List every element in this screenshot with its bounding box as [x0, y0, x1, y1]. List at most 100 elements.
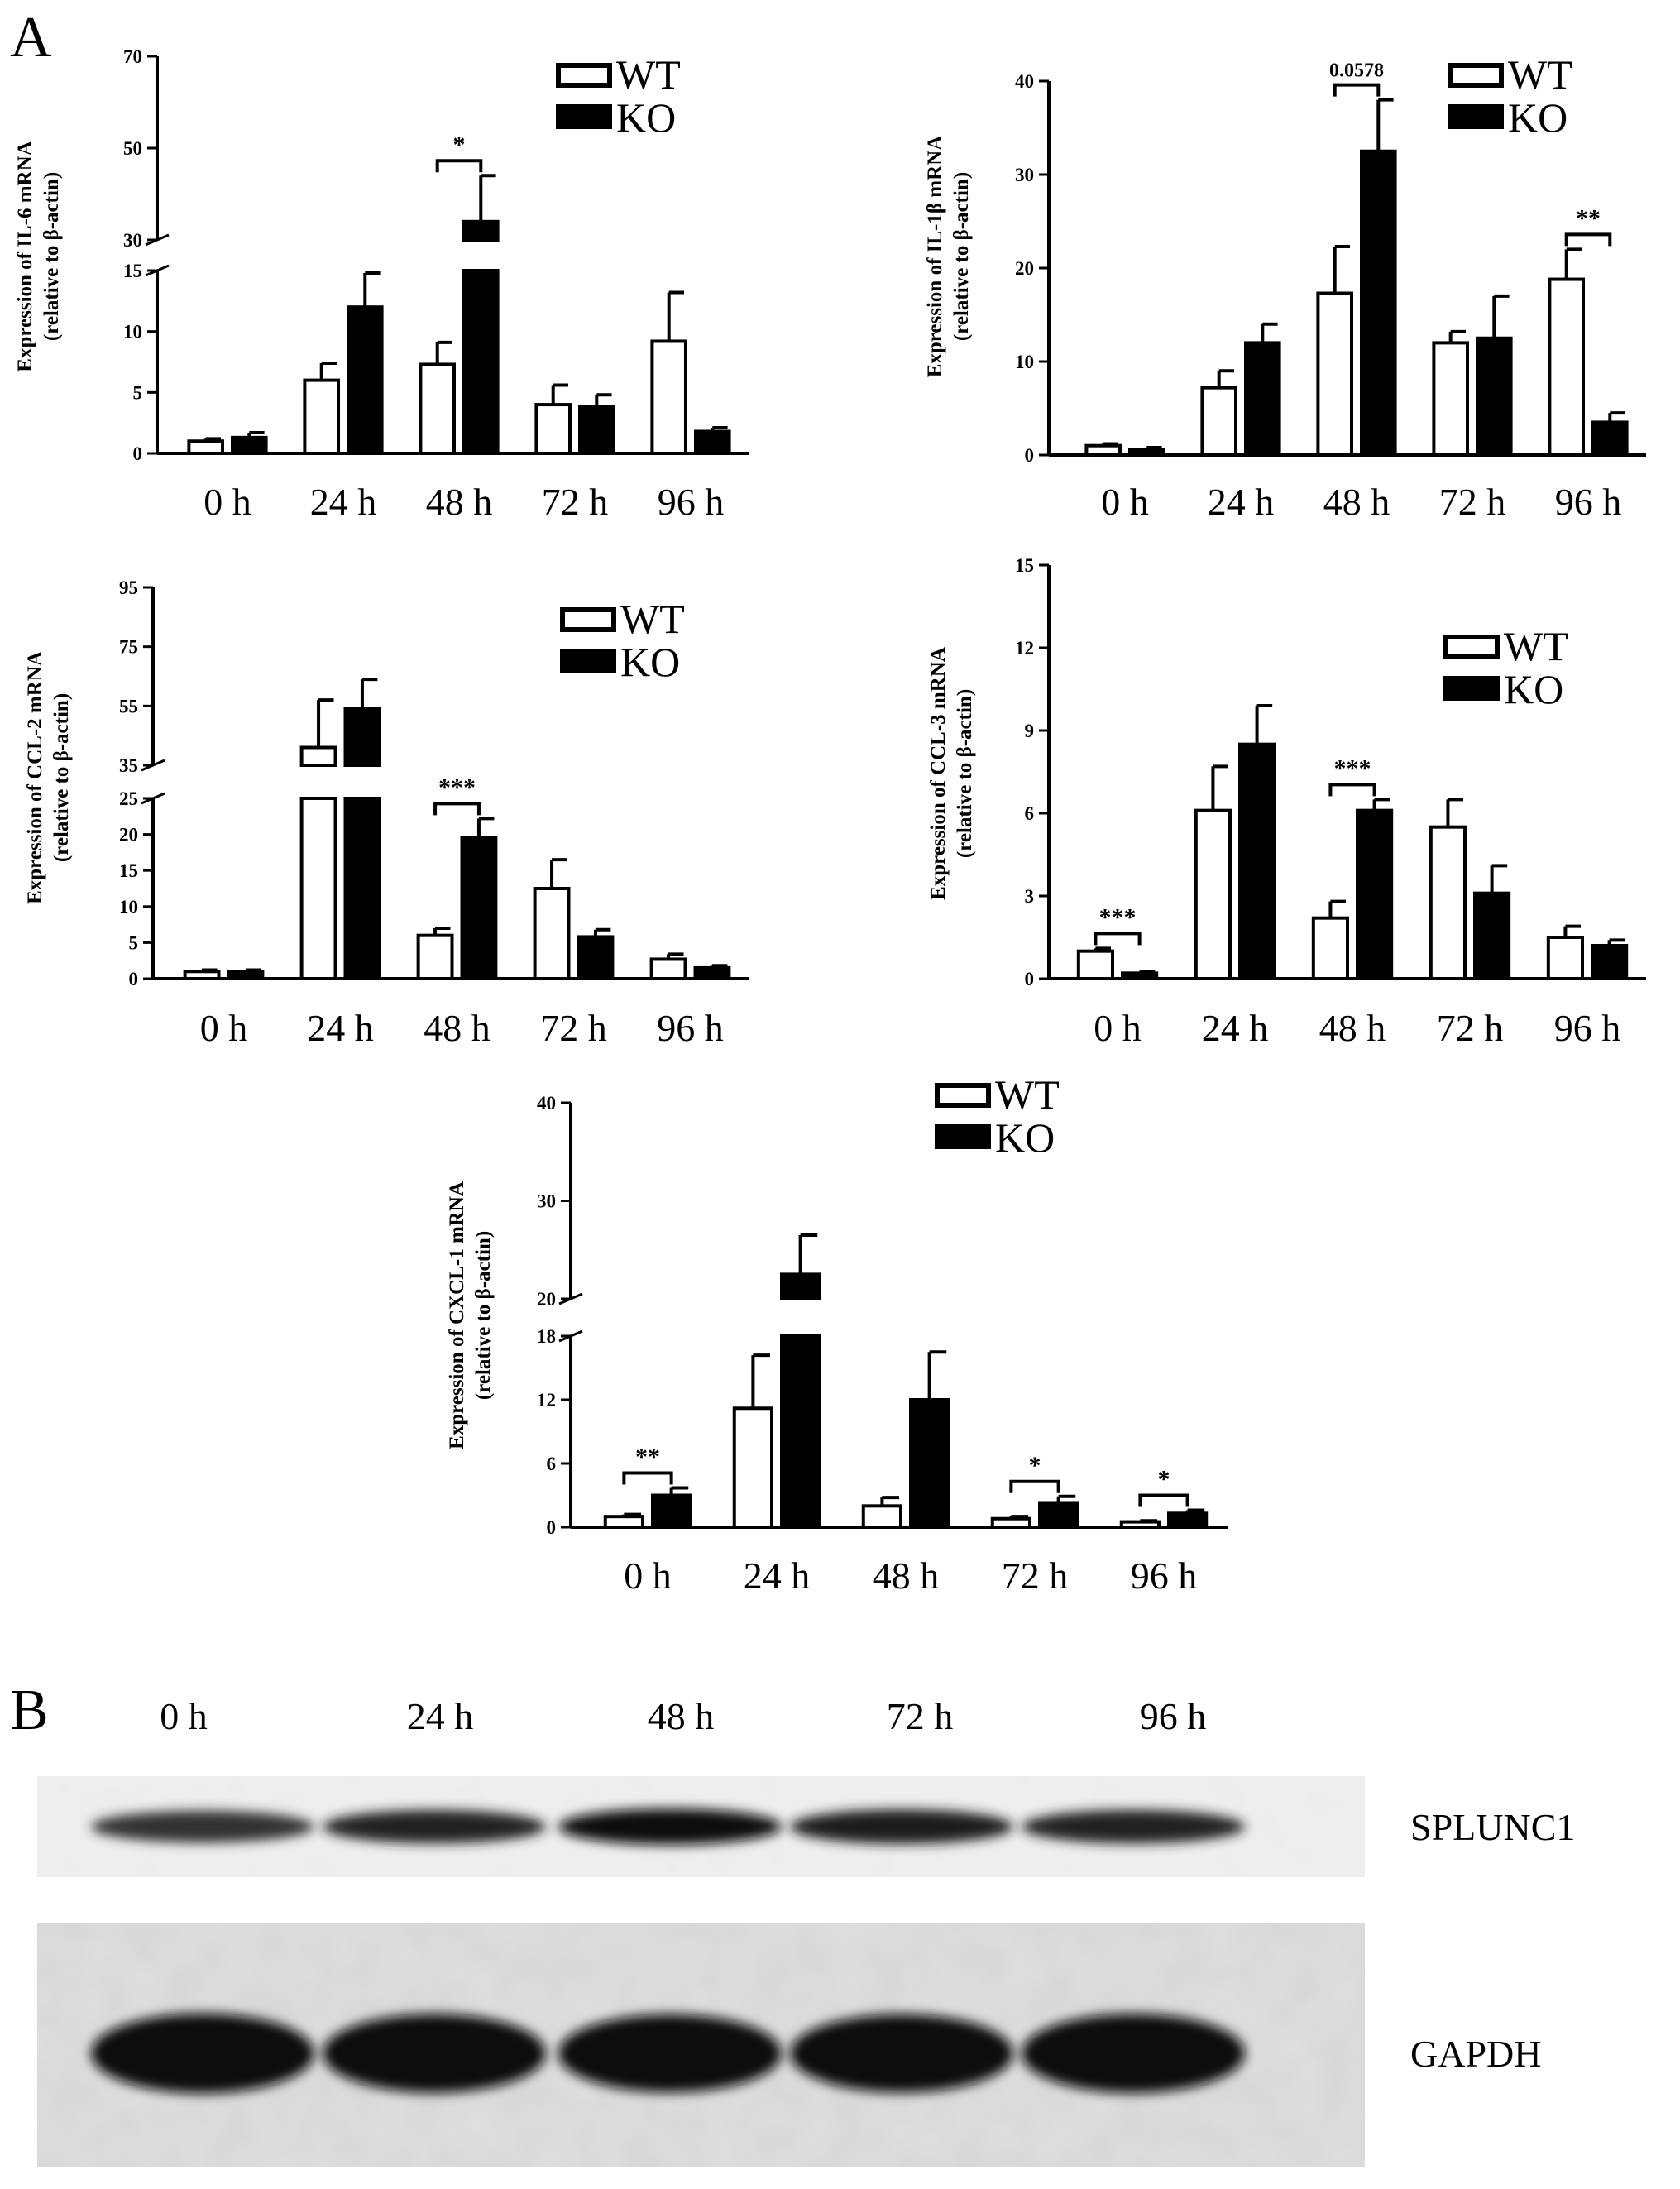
significance-bracket	[1333, 83, 1381, 97]
wt-bar-2	[1311, 899, 1349, 980]
y-axis-label-line2: (relative to β-actin)	[954, 689, 976, 858]
legend-ko-label: KO	[616, 94, 676, 141]
y-tick-label: 6	[1025, 803, 1035, 824]
wt-bar-4	[1548, 247, 1586, 457]
wt-bar-0	[1076, 946, 1114, 980]
legend-ko-label: KO	[1504, 666, 1563, 712]
bar	[861, 1504, 903, 1530]
category-label: 24 h	[307, 1007, 374, 1049]
bar	[693, 965, 731, 981]
blot-band	[1022, 2014, 1245, 2093]
y-tick-label: 12	[537, 1390, 556, 1411]
y-tick-label: 50	[123, 138, 142, 159]
lane-label: 24 h	[407, 1695, 474, 1737]
blot-band	[91, 1810, 314, 1843]
legend-wt-label: WT	[616, 51, 681, 98]
bar	[577, 935, 615, 980]
y-tick-label: 95	[119, 577, 138, 598]
category-label: 96 h	[1131, 1554, 1198, 1597]
wt-bar-1	[303, 361, 340, 456]
significance-label: **	[1576, 204, 1601, 232]
ko-bar-1	[347, 271, 384, 456]
y-tick-label: 35	[119, 755, 138, 776]
western-blot: 0 h 24 h 48 h 72 h 96 h SPLUNC1 GAPDH	[37, 1695, 1575, 2167]
wt-bar-4	[650, 290, 688, 455]
significance-label: *	[1029, 1452, 1041, 1479]
y-tick-label: 0	[1025, 445, 1035, 466]
y-tick-label: 20	[1015, 258, 1034, 279]
legend-ko-swatch	[935, 1124, 991, 1149]
significance-2: ***	[433, 774, 481, 816]
panel-label-b: B	[10, 1679, 49, 1742]
category-label: 24 h	[310, 481, 377, 523]
ko-bar-1	[343, 678, 381, 980]
ko-bar-4	[693, 964, 731, 981]
y-axis-label-line1: Expression of IL-1β mRNA	[924, 136, 946, 378]
y-tick-label: 15	[123, 261, 142, 281]
bar	[649, 957, 687, 981]
category-label: 0 h	[1101, 481, 1149, 523]
significance-bracket	[1009, 1479, 1060, 1493]
y-tick-label: 12	[1015, 638, 1034, 659]
wt-bar-2	[416, 926, 454, 981]
wt-bar-0	[1084, 442, 1122, 457]
y-tick-label: 0	[547, 1517, 557, 1538]
category-label: 72 h	[1439, 481, 1506, 523]
significance-label: ***	[1099, 903, 1137, 931]
ko-bar-4	[694, 426, 731, 455]
y-tick-label: 20	[537, 1289, 556, 1310]
legend-wt-label: WT	[620, 596, 685, 642]
lane-label: 48 h	[648, 1695, 715, 1737]
significance-bracket	[622, 1471, 673, 1485]
y-tick-label: 10	[123, 322, 142, 342]
y-axis-label-line1: Expression of CXCL-1 mRNA	[446, 1181, 468, 1449]
y-axis-label: Expression of CCL-3 mRNA (relative to β-a…	[927, 647, 976, 900]
legend-wt-swatch	[1443, 635, 1500, 659]
legend-ko-label: KO	[995, 1114, 1055, 1161]
y-axis-label-line2: (relative to β-actin)	[41, 172, 63, 341]
bar	[1360, 149, 1397, 457]
wt-bar-2	[419, 340, 456, 455]
y-tick-label: 20	[119, 825, 138, 845]
significance-bracket	[435, 159, 483, 173]
category-label: 48 h	[873, 1554, 940, 1597]
y-tick-label: 15	[119, 860, 138, 881]
ko-bar-0	[231, 430, 268, 456]
significance-bracket	[1094, 932, 1142, 946]
ko-bar-3	[577, 927, 615, 980]
category-label: 48 h	[1319, 1007, 1386, 1049]
blot-splunc1: SPLUNC1	[37, 1776, 1575, 1877]
ko-bar-1	[780, 1233, 821, 1529]
bar	[1432, 341, 1470, 457]
wt-bar-4	[1546, 924, 1584, 980]
bar	[303, 378, 340, 456]
bar	[419, 362, 456, 455]
significance-bracket	[433, 802, 481, 816]
wt-bar-2	[861, 1496, 903, 1530]
bar	[183, 970, 221, 981]
legend-wt-swatch	[935, 1083, 991, 1108]
chart-il1b: 0 10 20 30 40 Expression of IL-1β mRNA (relati…	[924, 51, 1646, 523]
significance-0: ***	[1094, 903, 1142, 946]
y-axis-label-line2: (relative to β-actin)	[472, 1231, 495, 1400]
legend-ko-label: KO	[1508, 94, 1568, 141]
bar	[1429, 825, 1467, 981]
ko-bar-4	[1167, 1508, 1209, 1529]
wt-bar-2	[1316, 245, 1354, 457]
lane-label: 0 h	[160, 1695, 208, 1737]
significance-4: *	[1138, 1465, 1189, 1507]
y-axis-label: Expression of IL-6 mRNA (relative to β-ac…	[14, 141, 63, 371]
significance-label: ***	[1334, 754, 1371, 782]
bar	[1167, 1511, 1209, 1529]
blot-band	[558, 2014, 782, 2093]
significance-label: *	[1158, 1465, 1170, 1492]
bar	[1121, 971, 1159, 981]
wt-bar-3	[534, 383, 572, 456]
y-tick-label: 70	[123, 46, 142, 67]
y-tick-label: 0	[133, 443, 143, 464]
bar-lower	[462, 269, 500, 455]
legend-wt-swatch	[560, 607, 616, 632]
bar	[909, 1398, 950, 1529]
